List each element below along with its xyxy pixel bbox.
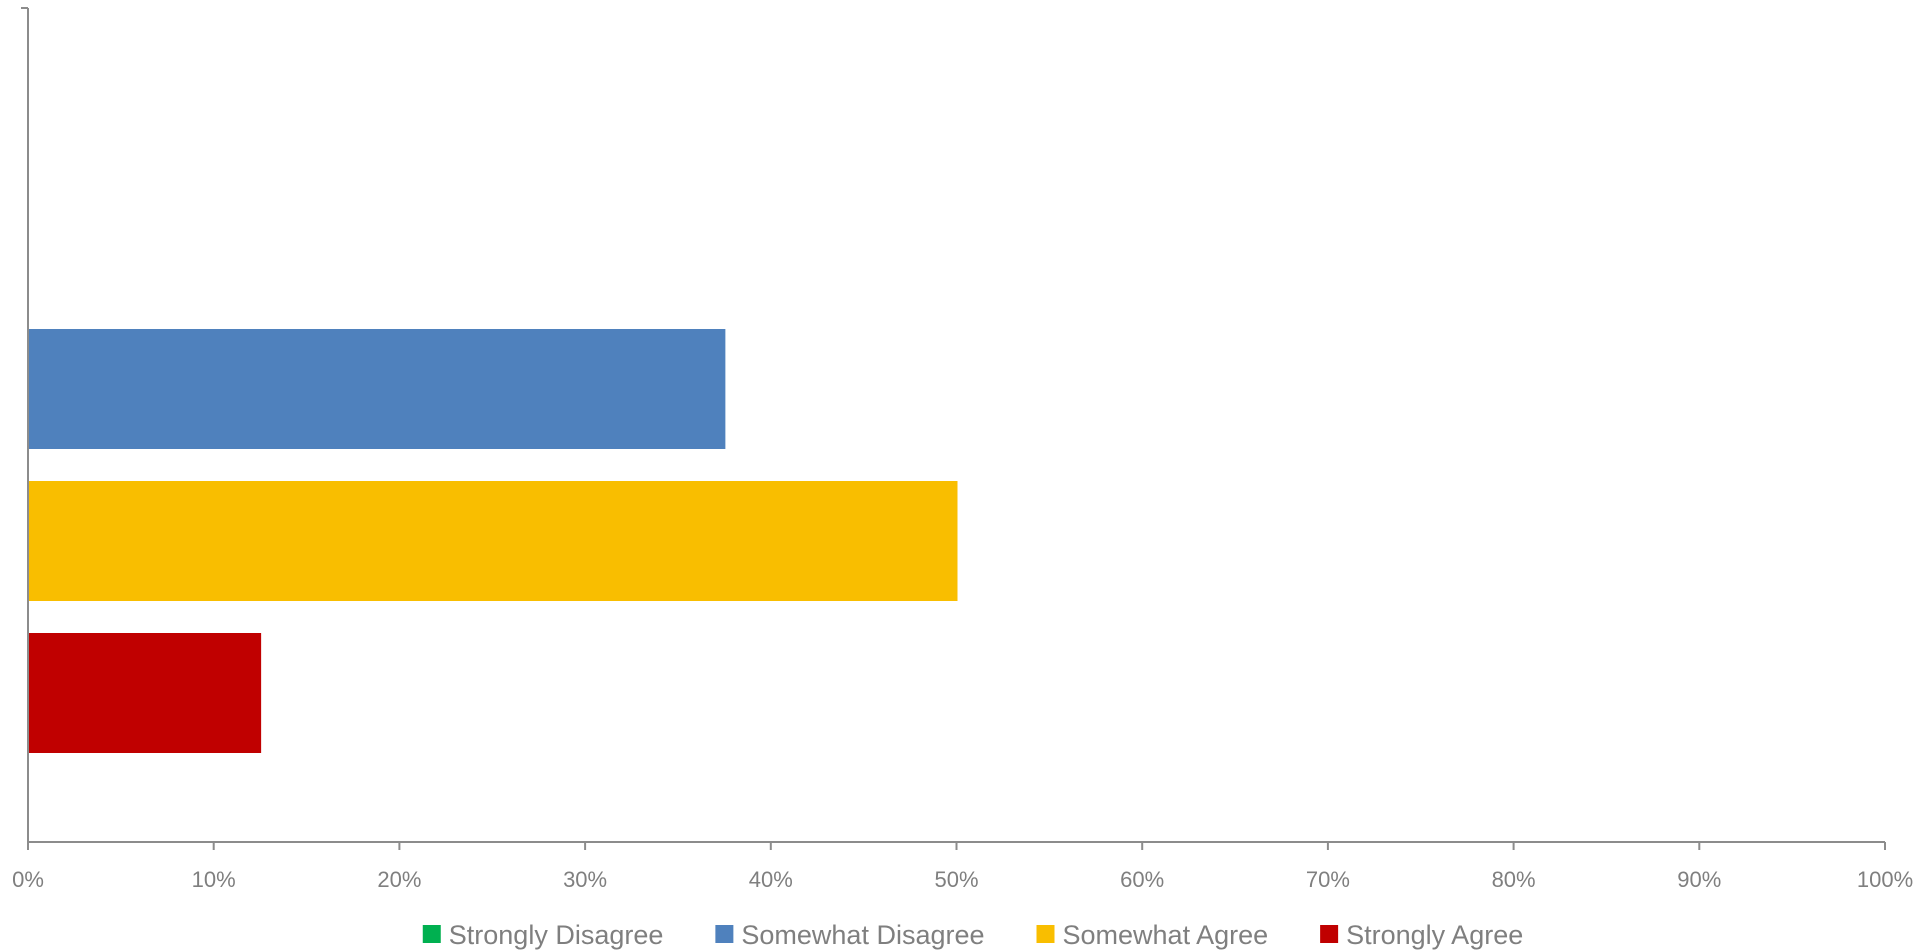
bar-somewhat-disagree: [29, 329, 726, 449]
legend-label: Somewhat Agree: [1063, 920, 1269, 950]
x-tick-label: 10%: [192, 867, 236, 892]
legend-swatch: [1320, 925, 1339, 943]
legend-swatch: [715, 925, 734, 943]
x-tick-label: 50%: [934, 867, 978, 892]
bars-group: [29, 329, 958, 753]
x-tick-label: 100%: [1857, 867, 1913, 892]
x-tick-label: 30%: [563, 867, 607, 892]
legend-swatch: [1036, 925, 1055, 943]
legend-label: Strongly Disagree: [449, 920, 664, 950]
legend-label: Strongly Agree: [1346, 920, 1523, 950]
x-tick-label: 80%: [1492, 867, 1536, 892]
x-tick-labels: 0% 10% 20% 30% 40% 50% 60% 70% 80% 90% 100%: [12, 867, 1913, 892]
x-tick-label: 0%: [12, 867, 44, 892]
x-tick-label: 90%: [1677, 867, 1721, 892]
x-tick-label: 40%: [749, 867, 793, 892]
legend-swatch: [422, 925, 441, 943]
bar-somewhat-agree: [29, 481, 958, 601]
legend: Strongly Disagree Somewhat Disagree Somewh…: [422, 920, 1523, 950]
x-tick-marks: [27, 842, 1886, 850]
x-tick-label: 60%: [1120, 867, 1164, 892]
x-tick-label: 20%: [377, 867, 421, 892]
x-tick-label: 70%: [1306, 867, 1350, 892]
bar-strongly-agree: [29, 633, 262, 753]
legend-label: Somewhat Disagree: [741, 920, 984, 950]
